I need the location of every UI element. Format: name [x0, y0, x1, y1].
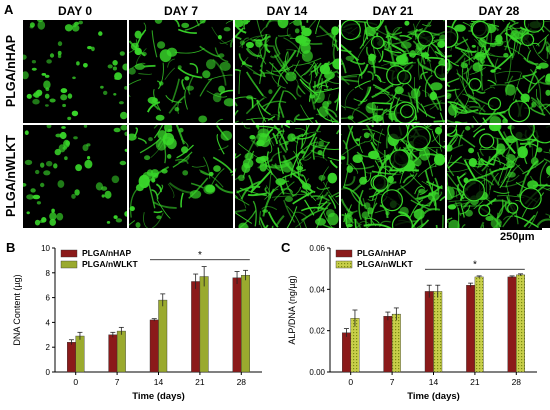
bar — [191, 281, 200, 372]
micrograph — [447, 125, 550, 228]
x-tick-label: 7 — [115, 377, 120, 387]
y-tick-label: 0.02 — [309, 327, 325, 336]
scale-bar — [500, 228, 542, 230]
y-tick-label: 8 — [46, 269, 51, 278]
micrograph — [235, 20, 339, 123]
legend-swatch — [61, 250, 77, 257]
day-label: DAY 14 — [235, 4, 339, 18]
y-tick-label: 0.00 — [309, 368, 325, 377]
bar — [117, 331, 126, 372]
legend-label: PLGA/nWLKT — [82, 259, 139, 269]
y-tick-label: 2 — [46, 343, 51, 352]
legend-label: PLGA/nHAP — [82, 248, 131, 258]
y-tick-label: 0.04 — [309, 285, 325, 294]
x-tick-label: 21 — [195, 377, 205, 387]
legend-label: PLGA/nHAP — [357, 248, 406, 258]
micrograph — [447, 20, 550, 123]
micrograph — [129, 125, 233, 228]
bar — [516, 275, 525, 372]
bar — [508, 277, 517, 372]
y-tick-label: 6 — [46, 294, 51, 303]
y-tick-label: 0 — [46, 368, 51, 377]
x-tick-label: 0 — [348, 377, 353, 387]
micrograph — [23, 20, 127, 123]
bar — [67, 342, 76, 372]
bar — [150, 320, 159, 372]
legend-label: PLGA/nWLKT — [357, 259, 414, 269]
micrograph — [129, 20, 233, 123]
row-label: PLGA/nWLKT — [4, 121, 18, 231]
y-axis-label: DNA Content (µg) — [12, 274, 22, 345]
x-tick-label: 28 — [237, 377, 247, 387]
bar — [434, 291, 443, 372]
day-label: DAY 7 — [129, 4, 233, 18]
x-tick-label: 21 — [470, 377, 480, 387]
bar — [233, 278, 242, 372]
x-tick-label: 14 — [429, 377, 439, 387]
bar — [466, 285, 475, 372]
legend-swatch — [336, 261, 352, 268]
bar — [384, 316, 393, 372]
bar — [425, 291, 434, 372]
bar — [475, 277, 484, 372]
bar — [109, 335, 118, 372]
x-axis-label: Time (days) — [132, 391, 185, 402]
micrograph — [23, 125, 127, 228]
x-tick-label: 0 — [73, 377, 78, 387]
y-tick-label: 10 — [41, 244, 50, 253]
legend-swatch — [336, 250, 352, 257]
bar — [392, 314, 401, 372]
bar — [159, 300, 168, 372]
significance-star: * — [198, 250, 202, 261]
x-tick-label: 7 — [390, 377, 395, 387]
y-tick-label: 4 — [46, 318, 51, 327]
day-label: DAY 28 — [447, 4, 550, 18]
micrograph — [235, 125, 339, 228]
x-axis-label: Time (days) — [407, 391, 460, 402]
legend-swatch — [61, 261, 77, 268]
micrograph — [341, 20, 445, 123]
bar — [200, 277, 209, 372]
panel-a-letter: A — [4, 2, 13, 17]
micrograph — [341, 125, 445, 228]
y-tick-label: 0.06 — [309, 244, 325, 253]
day-label: DAY 0 — [23, 4, 127, 18]
x-tick-label: 28 — [512, 377, 522, 387]
panel-letter: C — [281, 240, 291, 255]
y-axis-label: ALP/DNA (ng/µg) — [287, 275, 297, 344]
bar — [76, 336, 85, 372]
x-tick-label: 14 — [154, 377, 164, 387]
bar — [342, 333, 351, 372]
significance-star: * — [473, 259, 477, 270]
alp-dna-chart: C 0.00 0.02 0.04 0.06 0 7 14 21 28 * PLGA/nHAPPLGA/… — [275, 236, 550, 405]
bar — [241, 275, 250, 372]
row-label: PLGA/nHAP — [4, 16, 18, 126]
panel-letter: B — [6, 240, 15, 255]
day-label: DAY 21 — [341, 4, 445, 18]
